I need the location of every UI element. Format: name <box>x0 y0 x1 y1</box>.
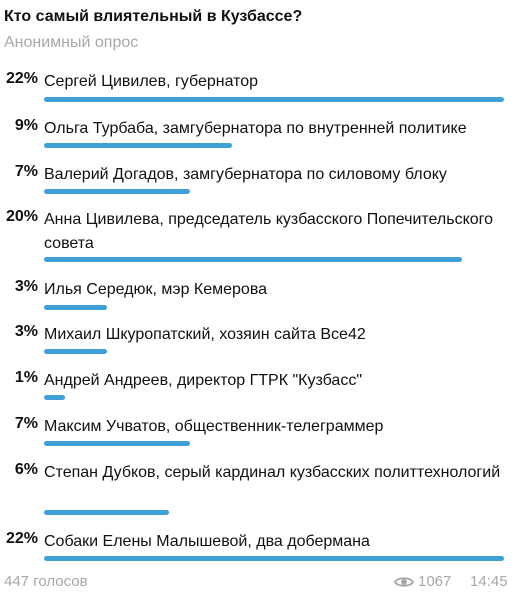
poll-option[interactable]: 9% Ольга Турбаба, замгубернатора по внутр… <box>0 117 523 151</box>
option-bar <box>44 510 169 515</box>
votes-count: 447 голосов <box>4 573 88 590</box>
option-bar <box>44 143 232 148</box>
option-percent: 3% <box>14 323 38 340</box>
option-label: Максим Учватов, общественник-телеграммер <box>44 418 384 435</box>
option-label: Ольга Турбаба, замгубернатора по внутрен… <box>44 120 467 137</box>
poll-option[interactable]: 7% Максим Учватов, общественник-телеграмм… <box>0 415 523 449</box>
option-label: Степан Дубков, серый кардинал кузбасских… <box>44 464 501 481</box>
option-percent: 9% <box>14 117 38 134</box>
poll-option[interactable]: 20% Анна Цивилева, председатель кузбасско… <box>0 208 523 265</box>
poll-option[interactable]: 22% Собаки Елены Малышевой, два добермана <box>0 530 523 564</box>
option-percent: 1% <box>14 369 38 386</box>
option-percent: 6% <box>14 461 38 478</box>
option-label: Михаил Шкуропатский, хозяин сайта Все42 <box>44 326 366 343</box>
option-label: Собаки Елены Малышевой, два добермана <box>44 533 370 550</box>
option-bar <box>44 97 504 102</box>
option-label: Сергей Цивилев, губернатор <box>44 73 259 90</box>
option-bar <box>44 395 65 400</box>
option-bar <box>44 189 190 194</box>
option-bar <box>44 305 107 310</box>
poll-question: Кто самый влиятельный в Кузбассе? <box>4 8 303 25</box>
option-percent: 7% <box>14 415 38 432</box>
option-bar <box>44 257 462 262</box>
eye-icon <box>394 576 414 587</box>
message-time: 14:45 <box>470 573 508 590</box>
option-percent: 7% <box>14 163 38 180</box>
option-percent: 20% <box>5 208 38 225</box>
option-label: Илья Середюк, мэр Кемерова <box>44 281 268 298</box>
views-counter: 1067 <box>394 573 451 590</box>
option-percent: 3% <box>14 278 38 295</box>
poll-option[interactable]: 22% Сергей Цивилев, губернатор <box>0 70 523 105</box>
poll-option[interactable]: 1% Андрей Андреев, директор ГТРК "Кузбасс… <box>0 369 523 403</box>
poll-option[interactable]: 3% Илья Середюк, мэр Кемерова <box>0 278 523 313</box>
poll-option[interactable]: 7% Валерий Догадов, замгубернатора по сил… <box>0 163 523 197</box>
option-percent: 22% <box>5 70 38 87</box>
option-bar <box>44 556 504 561</box>
option-label: Андрей Андреев, директор ГТРК "Кузбасс" <box>44 372 362 389</box>
option-label: Анна Цивилева, председатель кузбасского … <box>44 211 494 252</box>
option-bar <box>44 349 107 354</box>
poll-option[interactable]: 3% Михаил Шкуропатский, хозяин сайта Все4… <box>0 323 523 357</box>
poll-option[interactable]: 6% Степан Дубков, серый кардинал кузбасск… <box>0 461 523 518</box>
views-count: 1067 <box>418 573 452 590</box>
option-percent: 22% <box>5 530 38 547</box>
option-bar <box>44 441 190 446</box>
option-label: Валерий Догадов, замгубернатора по силов… <box>44 166 447 183</box>
poll-type: Анонимный опрос <box>4 34 139 51</box>
